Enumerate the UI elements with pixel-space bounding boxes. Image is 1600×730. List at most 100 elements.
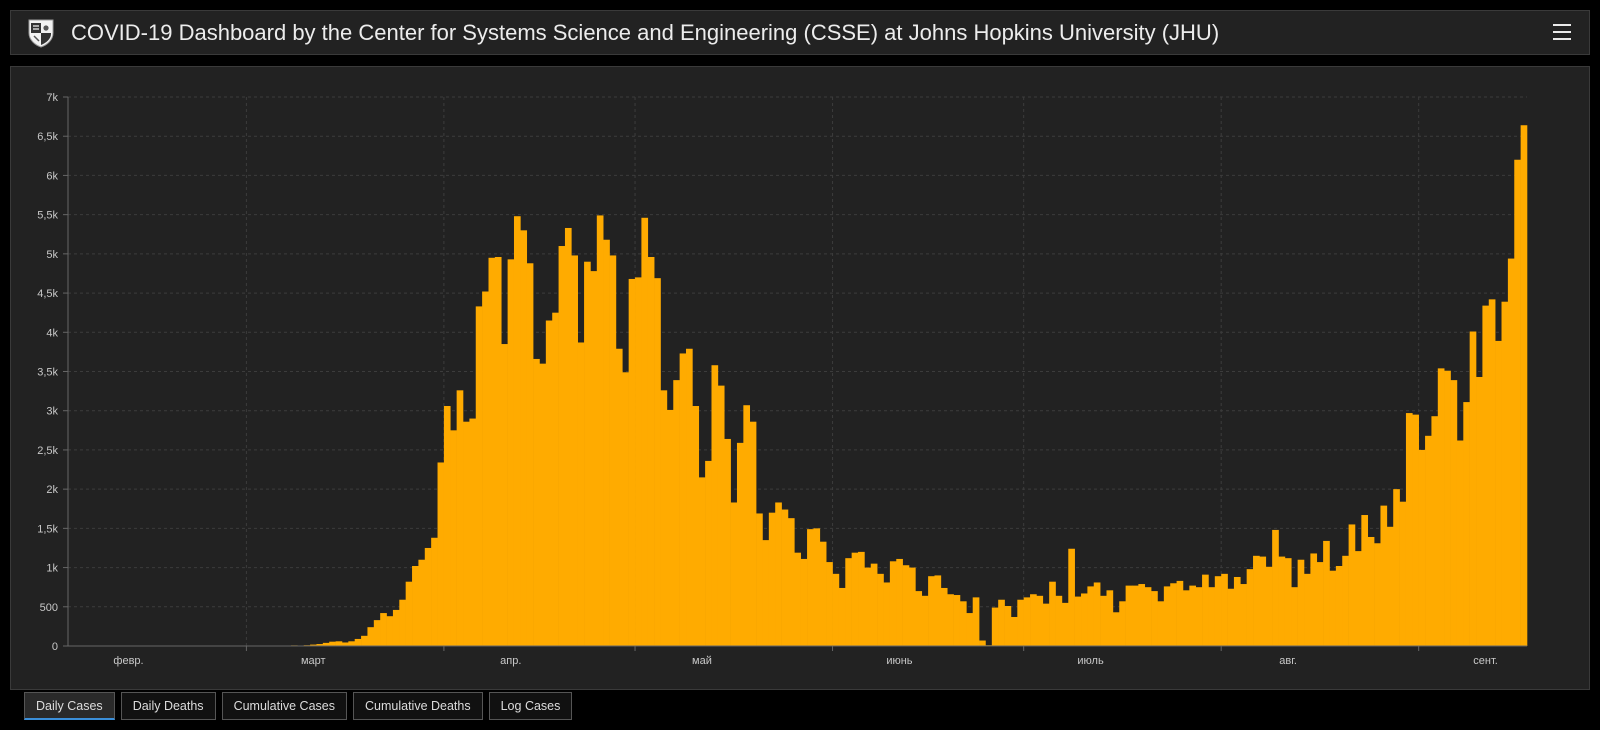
bar[interactable] [1297, 559, 1305, 646]
bar[interactable] [826, 562, 833, 646]
bar[interactable] [762, 540, 770, 646]
bar[interactable] [743, 405, 751, 646]
bar[interactable] [322, 642, 330, 646]
bar[interactable] [1240, 584, 1247, 646]
bar[interactable] [1246, 569, 1254, 646]
tab-cumulative-deaths[interactable]: Cumulative Deaths [353, 692, 483, 720]
bar[interactable] [908, 567, 916, 646]
bar[interactable] [1119, 601, 1126, 646]
bar[interactable] [1488, 299, 1496, 646]
bar[interactable] [1195, 587, 1203, 646]
bar[interactable] [813, 528, 821, 646]
bar[interactable] [1469, 331, 1477, 646]
bar[interactable] [380, 613, 387, 646]
bar[interactable] [526, 263, 534, 646]
bar[interactable] [596, 215, 604, 647]
bar[interactable] [584, 261, 591, 646]
bar[interactable] [609, 255, 617, 646]
bar[interactable] [1361, 515, 1369, 646]
bar[interactable] [1017, 599, 1024, 646]
bar[interactable] [1189, 585, 1196, 646]
bar[interactable] [1265, 566, 1273, 646]
bar[interactable] [768, 512, 776, 646]
bar[interactable] [443, 406, 451, 646]
bar[interactable] [940, 587, 948, 646]
bar[interactable] [1342, 555, 1349, 646]
bar[interactable] [641, 217, 649, 646]
bar[interactable] [679, 353, 687, 646]
bar[interactable] [577, 342, 585, 646]
bar[interactable] [1042, 603, 1050, 646]
bar[interactable] [1182, 590, 1190, 646]
bar[interactable] [972, 597, 980, 646]
bar[interactable] [692, 406, 700, 646]
bar[interactable] [991, 607, 999, 646]
bar[interactable] [335, 641, 343, 646]
bar[interactable] [1233, 576, 1241, 646]
bar[interactable] [635, 277, 642, 646]
bar[interactable] [896, 558, 903, 646]
bar[interactable] [1030, 594, 1037, 646]
bar[interactable] [552, 312, 559, 646]
bar[interactable] [564, 227, 572, 646]
bar[interactable] [1405, 413, 1413, 646]
bar[interactable] [660, 390, 668, 646]
bar[interactable] [1380, 505, 1388, 646]
tab-daily-cases[interactable]: Daily Cases [24, 692, 115, 720]
bar[interactable] [1520, 125, 1528, 647]
bar[interactable] [399, 599, 406, 646]
bar[interactable] [1221, 573, 1228, 646]
bar[interactable] [1112, 612, 1120, 646]
bar[interactable] [450, 430, 457, 646]
bar[interactable] [787, 518, 795, 646]
bar[interactable] [348, 641, 356, 646]
bar[interactable] [1456, 440, 1464, 646]
bar[interactable] [1323, 540, 1330, 646]
bar[interactable] [437, 462, 445, 646]
bar[interactable] [412, 566, 419, 646]
bar[interactable] [807, 529, 814, 646]
bar[interactable] [354, 638, 362, 646]
bar[interactable] [889, 561, 897, 646]
bar[interactable] [513, 216, 521, 646]
bar[interactable] [1176, 580, 1184, 646]
bar[interactable] [705, 460, 712, 646]
bar[interactable] [341, 642, 349, 646]
bar[interactable] [545, 320, 553, 646]
bar[interactable] [418, 559, 426, 646]
bar[interactable] [717, 385, 725, 646]
bar[interactable] [736, 442, 744, 646]
bar[interactable] [628, 278, 636, 646]
bar[interactable] [666, 409, 674, 646]
bar[interactable] [845, 558, 852, 646]
bar[interactable] [1348, 524, 1356, 646]
bar[interactable] [1144, 587, 1152, 646]
bar[interactable] [603, 239, 610, 647]
bar[interactable] [858, 551, 865, 646]
bar[interactable] [361, 635, 368, 646]
bar[interactable] [1010, 616, 1018, 646]
bar[interactable] [1412, 414, 1419, 646]
bar[interactable] [1284, 558, 1292, 646]
bar[interactable] [373, 620, 381, 646]
bar[interactable] [832, 573, 840, 646]
bar[interactable] [501, 344, 508, 646]
bar[interactable] [1386, 526, 1394, 646]
bar[interactable] [1329, 570, 1337, 646]
bar[interactable] [392, 609, 400, 646]
bar[interactable] [431, 537, 438, 646]
bar[interactable] [1507, 258, 1515, 646]
bar[interactable] [966, 613, 974, 646]
bar[interactable] [1291, 587, 1298, 646]
bar[interactable] [1418, 449, 1426, 646]
bar[interactable] [819, 541, 827, 646]
bar[interactable] [1214, 576, 1222, 646]
bar[interactable] [1482, 305, 1490, 646]
bar[interactable] [851, 552, 859, 646]
bar[interactable] [1444, 370, 1451, 646]
bar[interactable] [1354, 551, 1362, 646]
bar[interactable] [622, 372, 629, 646]
bar[interactable] [870, 563, 878, 646]
bar[interactable] [463, 421, 470, 646]
bar[interactable] [775, 502, 782, 646]
